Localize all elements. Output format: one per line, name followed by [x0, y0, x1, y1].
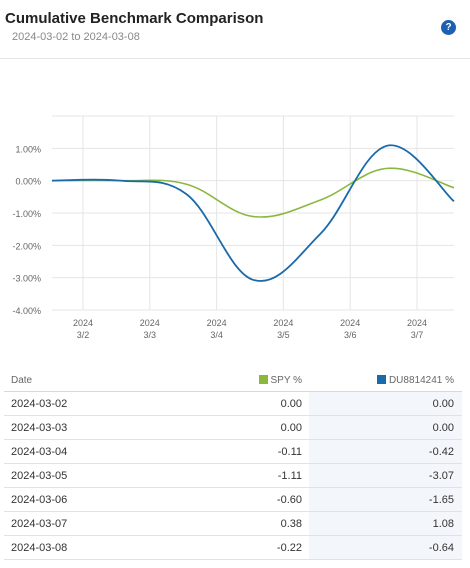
cell-date: 2024-03-03	[11, 422, 68, 434]
cell-date: 2024-03-06	[11, 494, 68, 506]
cell-date: 2024-03-04	[11, 446, 68, 458]
y-tick-label: -4.00%	[12, 306, 41, 316]
du-column-highlight	[309, 440, 462, 463]
data-table: Date SPY % DU8814241 % 2024-03-02 0.00 0.0…	[4, 369, 462, 560]
cell-spy: -0.11	[277, 446, 302, 458]
cell-du: -0.42	[428, 446, 454, 458]
chart-header: Cumulative Benchmark Comparison 2024-03-…	[0, 0, 470, 59]
col-header-spy-label: SPY %	[270, 375, 303, 386]
du-column-highlight	[309, 392, 462, 415]
cell-spy: 0.38	[280, 518, 302, 530]
cell-spy: -0.22	[276, 542, 302, 554]
col-header-spy[interactable]: SPY %	[258, 375, 303, 386]
chart-series	[51, 144, 455, 282]
cell-du: 1.08	[432, 518, 454, 530]
x-tick-day: 3/4	[210, 330, 223, 340]
cell-spy: 0.00	[280, 422, 302, 434]
col-header-date[interactable]: Date	[11, 375, 33, 386]
cell-spy: -1.11	[277, 470, 302, 482]
cell-du: -1.65	[428, 494, 454, 506]
table-row: 2024-03-03 0.00 0.00	[4, 416, 462, 440]
y-tick-label: 1.00%	[15, 144, 41, 154]
du-series-line[interactable]	[51, 144, 455, 282]
cell-date: 2024-03-05	[11, 470, 68, 482]
table-row: 2024-03-02 0.00 0.00	[4, 392, 462, 416]
col-header-du-label: DU8814241 %	[388, 375, 454, 386]
table-row: 2024-03-06 -0.60 -1.65	[4, 488, 462, 512]
line-chart: 1.00% 0.00% -1.00% -2.00% -3.00% -4.00% 2024 3…	[12, 115, 455, 340]
x-tick-year: 2024	[73, 318, 93, 328]
du-legend-swatch	[376, 375, 386, 384]
x-tick-day: 3/3	[144, 330, 157, 340]
x-tick-year: 2024	[207, 318, 227, 328]
x-axis-ticks: 2024 3/2 2024 3/3 2024 3/4 2024 3/5 2024 3/6 2024 3…	[73, 318, 427, 340]
x-tick-day: 3/7	[411, 330, 424, 340]
table-row: 2024-03-05 -1.11 -3.07	[4, 464, 462, 488]
table-body: 2024-03-02 0.00 0.00 2024-03-03 0.00 0.00 2024…	[4, 392, 462, 560]
du-column-highlight	[309, 464, 462, 487]
x-tick-year: 2024	[140, 318, 160, 328]
cell-du: -3.07	[428, 470, 454, 482]
x-tick-day: 3/6	[344, 330, 357, 340]
col-header-du[interactable]: DU8814241 %	[376, 375, 454, 386]
y-tick-label: -3.00%	[12, 274, 41, 284]
du-column-highlight	[309, 512, 462, 535]
cell-date: 2024-03-08	[11, 542, 68, 554]
cell-du: 0.00	[432, 422, 454, 434]
du-column-highlight	[309, 416, 462, 439]
table-row: 2024-03-04 -0.11 -0.42	[4, 440, 462, 464]
table-row: 2024-03-08 -0.22 -0.64	[4, 536, 462, 560]
cell-spy: -0.60	[276, 494, 302, 506]
y-tick-label: -2.00%	[12, 241, 41, 251]
spy-series-line[interactable]	[51, 167, 455, 218]
x-tick-year: 2024	[273, 318, 293, 328]
x-tick-year: 2024	[407, 318, 427, 328]
date-range: 2024-03-02 to 2024-03-08	[12, 31, 140, 43]
y-tick-label: -1.00%	[12, 209, 41, 219]
page-title: Cumulative Benchmark Comparison	[5, 10, 264, 27]
spy-legend-swatch	[258, 375, 268, 384]
cell-spy: 0.00	[280, 398, 302, 410]
table-header: Date SPY % DU8814241 %	[4, 369, 462, 392]
y-tick-label: 0.00%	[15, 177, 41, 187]
du-column-highlight	[309, 536, 462, 559]
x-tick-day: 3/2	[77, 330, 90, 340]
y-axis-ticks: 1.00% 0.00% -1.00% -2.00% -3.00% -4.00%	[12, 144, 41, 316]
cell-du: 0.00	[432, 398, 454, 410]
cell-date: 2024-03-07	[11, 518, 68, 530]
cell-date: 2024-03-02	[11, 398, 68, 410]
table-row: 2024-03-07 0.38 1.08	[4, 512, 462, 536]
du-column-highlight	[309, 488, 462, 511]
x-tick-year: 2024	[340, 318, 360, 328]
x-tick-day: 3/5	[277, 330, 290, 340]
help-icon[interactable]: ?	[441, 20, 456, 35]
cell-du: -0.64	[428, 542, 454, 554]
